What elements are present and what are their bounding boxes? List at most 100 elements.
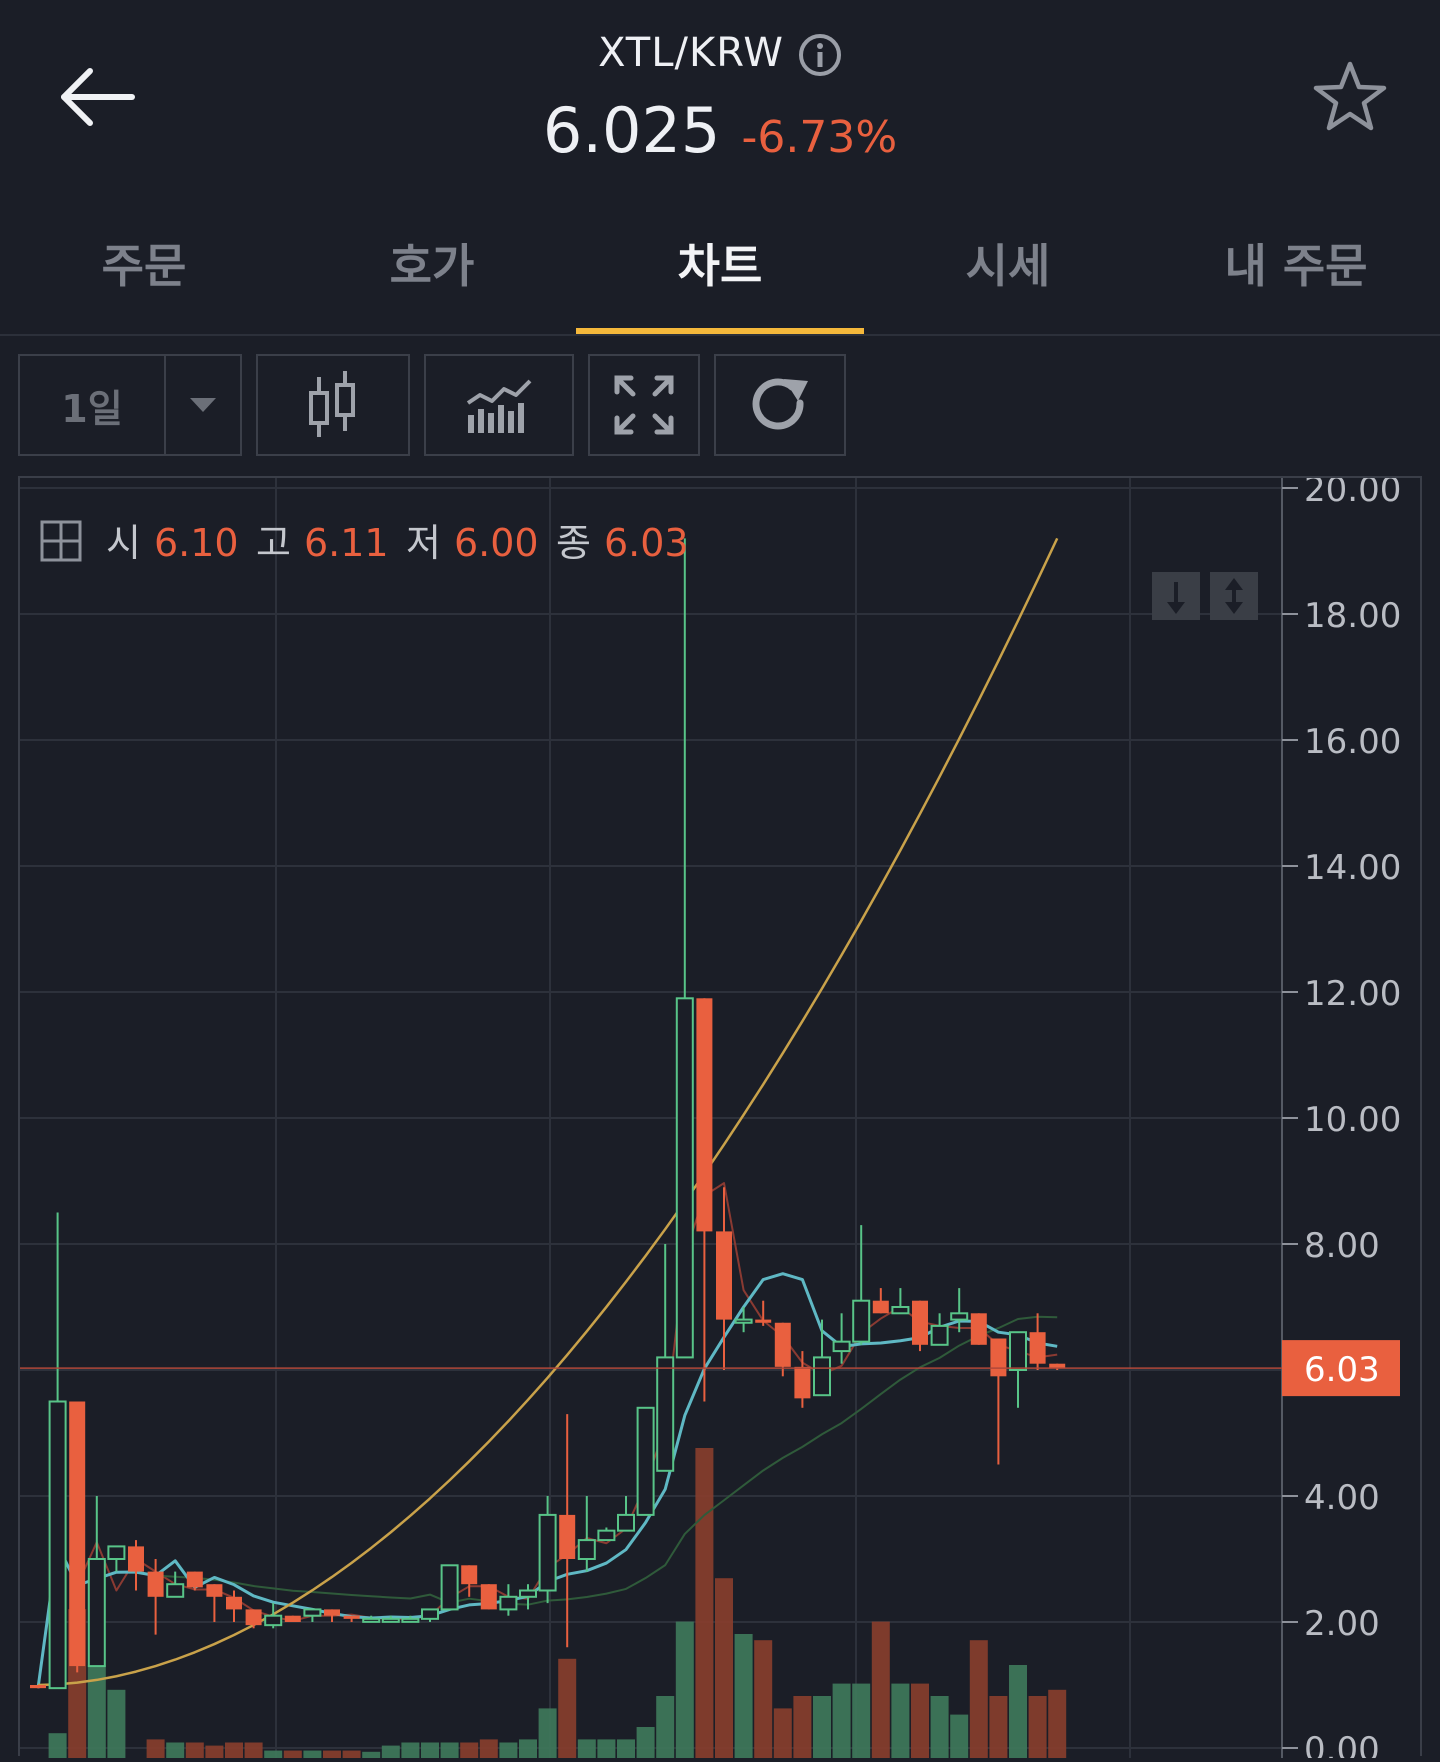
chart-canvas: 20.00 18.00 16.00 14.00 12.00 10.00 8.00 4.00 2.… [20, 470, 1401, 1762]
candle-body [559, 1514, 576, 1559]
volume-bar [636, 1727, 655, 1758]
period-dropdown-button[interactable] [164, 354, 242, 456]
back-arrow-icon[interactable] [58, 62, 138, 132]
volume-bar [381, 1745, 400, 1758]
volume-bar [871, 1621, 890, 1758]
candle-body [930, 1324, 949, 1346]
info-icon[interactable] [798, 33, 842, 77]
candle-body [519, 1589, 537, 1598]
candle-body [147, 1571, 164, 1597]
volume-bar [303, 1750, 322, 1758]
volume-bar [519, 1739, 537, 1758]
candle-body [950, 1312, 969, 1321]
price-chart[interactable]: 20.00 18.00 16.00 14.00 12.00 10.00 8.00 4.00 2.… [18, 470, 1422, 1762]
candle-body [421, 1608, 439, 1620]
volume-bar [460, 1742, 479, 1758]
volume-bar [734, 1634, 753, 1758]
period-button[interactable]: 1일 [18, 354, 166, 456]
candle-body [401, 1617, 420, 1623]
volume-bar [675, 1621, 694, 1758]
candle-body [577, 1539, 596, 1560]
chart-grid [20, 478, 1283, 1758]
volume-bar [538, 1708, 557, 1758]
scale-both-button[interactable] [1210, 572, 1258, 620]
tab-orderbook[interactable]: 호가 [389, 239, 475, 293]
volume-bar [950, 1714, 969, 1758]
tab-divider [0, 334, 1440, 336]
candle-body [813, 1356, 831, 1397]
volume-bar [244, 1742, 263, 1758]
candle-body [440, 1564, 459, 1611]
open-label: 시 [106, 521, 141, 565]
high-label: 고 [256, 521, 291, 565]
candle-body [774, 1322, 791, 1367]
volume-bar [813, 1696, 831, 1758]
tab-order[interactable]: 주문 [101, 239, 187, 293]
candle-body [538, 1513, 557, 1592]
volume-bar [205, 1745, 224, 1758]
volume-bar [342, 1750, 361, 1758]
volume-bar [225, 1742, 243, 1758]
axis-tick-label: 18.00 [1304, 596, 1401, 636]
candle-body [970, 1313, 987, 1345]
current-price-label: 6.03 [1304, 1350, 1380, 1390]
candle-body [303, 1608, 322, 1617]
candle-body [912, 1300, 928, 1345]
volume-bar [969, 1640, 988, 1758]
volume-bar [440, 1742, 459, 1758]
volume-bar [656, 1696, 675, 1758]
candle-body [245, 1609, 262, 1626]
low-label: 저 [406, 521, 441, 565]
axis-tick-label: 14.00 [1304, 848, 1401, 888]
candle-body [716, 1231, 732, 1320]
candle-body [226, 1596, 242, 1610]
volume-bar [597, 1739, 616, 1758]
tab-chart[interactable]: 차트 [677, 239, 763, 293]
candle-body [107, 1545, 126, 1561]
current-price: 6.025 [542, 94, 721, 167]
candle-body [1009, 1331, 1027, 1372]
volume-bar [715, 1578, 733, 1758]
candle-body [597, 1529, 616, 1542]
candle-body [128, 1546, 144, 1572]
fullscreen-button[interactable] [588, 354, 700, 456]
tab-bar: 주문 호가 차트 시세 내 주문 [0, 200, 1440, 336]
axis-tick-label: 2.00 [1304, 1604, 1380, 1644]
indicator-button[interactable] [424, 354, 574, 456]
volume-bar [107, 1689, 126, 1758]
volume-bar [48, 1733, 67, 1758]
chevron-down-icon [190, 398, 216, 412]
candlestick-icon [309, 371, 355, 437]
candle-body [852, 1299, 871, 1343]
close-label: 종 [556, 521, 591, 565]
scale-down-button[interactable] [1152, 572, 1200, 620]
ma-line-cyan [36, 1272, 1058, 1689]
candle-body [284, 1615, 301, 1622]
volume-bar [930, 1696, 949, 1758]
axis-tick-label: 4.00 [1304, 1478, 1380, 1518]
volume-bar [166, 1742, 185, 1758]
candle-body [696, 998, 713, 1232]
volume-bar [793, 1696, 812, 1758]
volume-bar [773, 1708, 792, 1758]
candle-body [30, 1685, 46, 1689]
candle-body [832, 1340, 851, 1353]
volume-bar [323, 1750, 341, 1758]
current-price-tag [1282, 1340, 1400, 1397]
volume-bar [421, 1742, 439, 1758]
candle-body [1049, 1363, 1066, 1369]
volume-bar [852, 1683, 871, 1758]
star-icon[interactable] [1312, 58, 1388, 134]
price-axis: 20.00 18.00 16.00 14.00 12.00 10.00 8.00 4.00 2.… [20, 470, 1401, 1762]
high-value: 6.11 [304, 521, 389, 565]
candle-body [461, 1565, 478, 1585]
volume-bar [479, 1739, 498, 1758]
refresh-button[interactable] [714, 354, 846, 456]
tab-my-orders[interactable]: 내 주문 [1224, 239, 1368, 293]
open-value: 6.10 [154, 521, 239, 565]
candlestick-type-button[interactable] [256, 354, 410, 456]
tab-market-price[interactable]: 시세 [965, 239, 1051, 293]
candle-body [990, 1338, 1007, 1377]
candle-body [362, 1617, 381, 1623]
pair-title: XTL/KRW [598, 30, 784, 76]
